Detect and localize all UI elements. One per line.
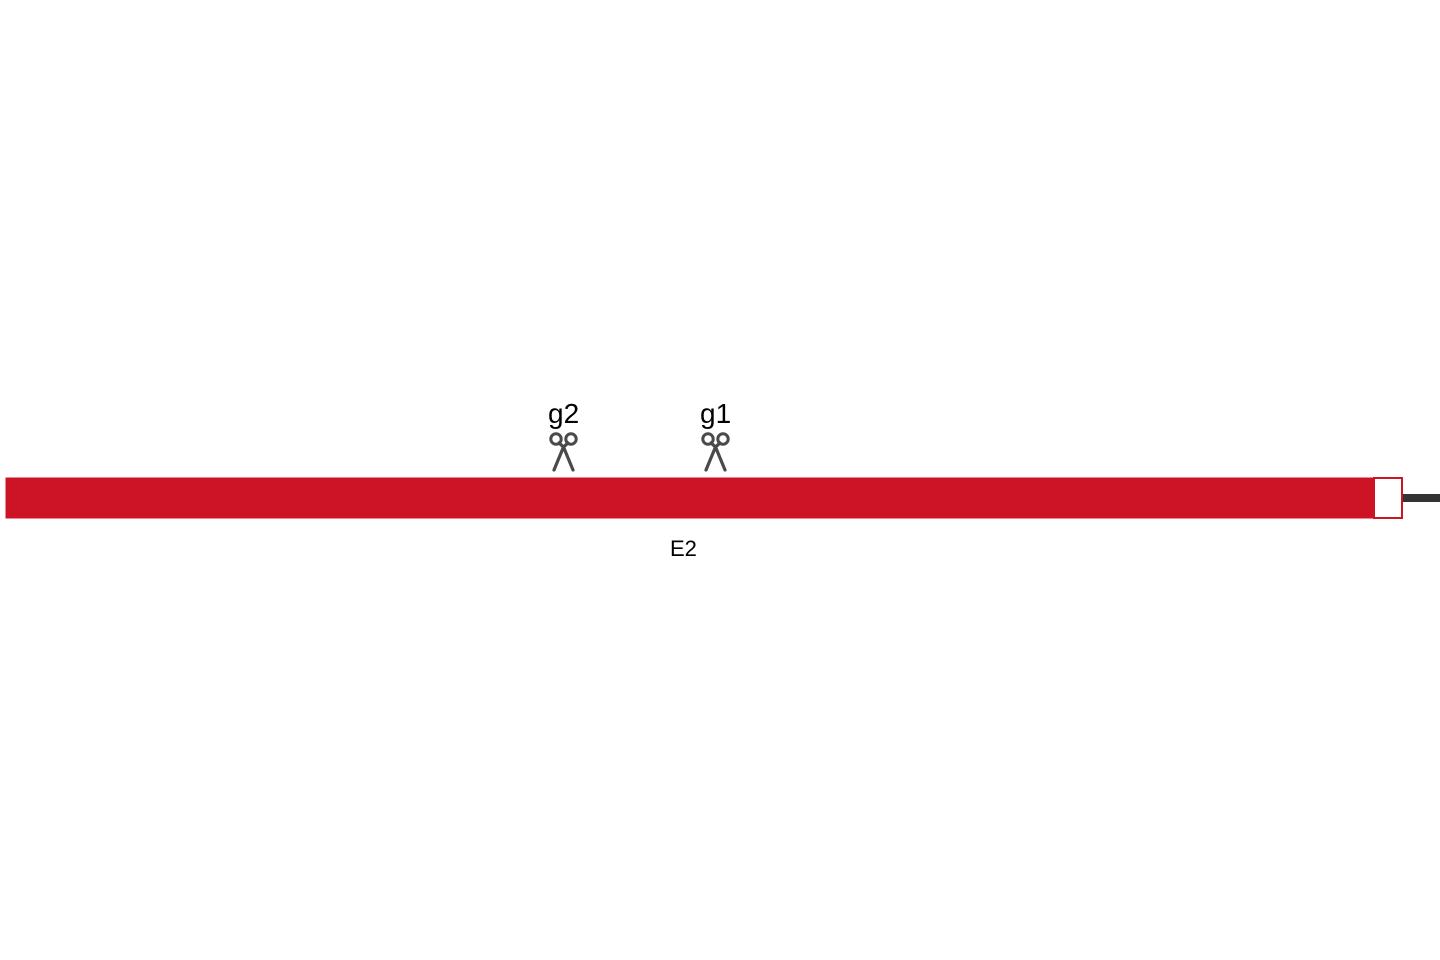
gene-diagram xyxy=(0,0,1440,960)
cut-site-label: g1 xyxy=(700,398,731,430)
cut-site-label: g2 xyxy=(548,398,579,430)
scissors-icon xyxy=(551,434,576,470)
exon-label: E2 xyxy=(670,536,697,562)
exon-utr-box xyxy=(1374,478,1402,518)
scissors-icon xyxy=(703,434,728,470)
exon-main-box xyxy=(6,478,1374,518)
